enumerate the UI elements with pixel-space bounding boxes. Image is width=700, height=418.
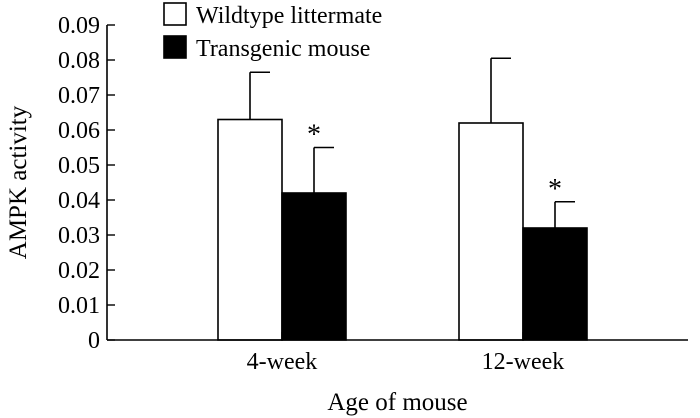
axes [106,25,688,341]
legend-label-wildtype: Wildtype littermate [196,3,382,29]
y-tick-label: 0.05 [58,153,100,179]
y-axis-title: AMPK activity [5,105,32,259]
bar-wildtype-12-week [458,122,524,341]
bar-transgenic-12-week [522,227,588,341]
y-tick-label: 0.01 [58,293,100,319]
bar-transgenic-4-week [281,192,347,341]
x-axis-ticks: 4-week 12-week [247,332,565,375]
bars-group [217,118,588,341]
y-tick-label: 0.03 [58,223,100,249]
error-bars-group [249,57,575,228]
axis-titles: Age of mouse AMPK activity [5,105,468,416]
y-tick-label: 0.07 [58,83,100,109]
legend-swatch-wildtype [163,2,187,26]
y-tick-label: 0.06 [58,118,100,144]
x-axis-title: Age of mouse [327,389,467,416]
y-tick-label: 0.09 [58,13,100,39]
y-tick-label: 0.08 [58,48,100,74]
bar-wildtype-4-week [217,118,283,341]
significance-asterisk: * [307,120,321,151]
legend-label-transgenic: Transgenic mouse [196,36,370,62]
legend-swatch-transgenic [163,35,187,59]
y-axis-ticks: 0 0.01 0.02 0.03 0.04 0.05 0.06 0.07 0.08 0.09 [58,13,115,354]
y-tick-label: 0 [88,328,100,354]
significance-asterisk: * [548,174,562,205]
y-tick-label: 0.04 [58,188,100,214]
x-tick-label: 4-week [247,349,318,375]
x-tick-label: 12-week [482,349,565,375]
y-tick-label: 0.02 [58,258,100,284]
significance-markers: ** [307,120,562,205]
legend: Wildtype littermate Transgenic mouse [163,2,382,62]
